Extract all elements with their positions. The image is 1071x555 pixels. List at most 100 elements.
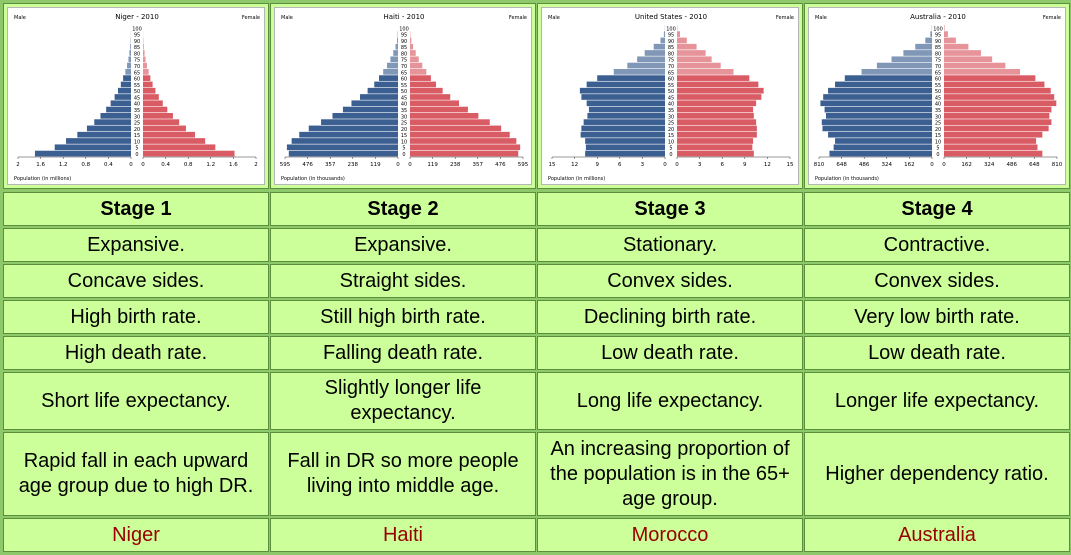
bar-female (677, 100, 757, 107)
bar-female (677, 37, 687, 44)
age-label: 70 (935, 64, 941, 70)
note-text: An increasing proportion of the populati… (537, 432, 803, 516)
sides-text: Concave sides. (3, 264, 269, 298)
bar-female (410, 62, 423, 69)
bar-male (653, 43, 665, 50)
bar-male (823, 94, 932, 100)
bar-male (94, 119, 131, 125)
bar-female (677, 56, 712, 63)
bar-female (410, 100, 459, 107)
death-rate-text: Falling death rate. (270, 336, 536, 370)
tick-label: 810 (1052, 162, 1063, 168)
tick-label: 12 (764, 162, 771, 168)
bar-female (944, 69, 1021, 75)
age-label: 25 (134, 121, 140, 127)
tick-label: 2 (254, 162, 258, 168)
stage-title: Stage 4 (804, 192, 1070, 226)
bar-male (100, 113, 131, 119)
age-label: 50 (935, 89, 941, 95)
bar-female (410, 56, 419, 63)
bar-male (925, 37, 932, 44)
age-label: 45 (935, 95, 941, 101)
bar-female (143, 119, 180, 125)
bar-male (644, 50, 665, 56)
bar-female (944, 144, 1038, 151)
birth-rate-text: High birth rate. (3, 300, 269, 334)
bar-female (944, 119, 1052, 125)
bar-female (410, 81, 437, 88)
female-label: Female (242, 15, 260, 21)
bar-male (397, 37, 398, 44)
tick-label: 357 (473, 162, 484, 168)
age-label: 0 (402, 152, 405, 158)
age-label: 80 (935, 51, 941, 57)
bar-female (410, 144, 521, 151)
shape-text: Stationary. (537, 228, 803, 262)
chart-cell-3: United States - 2010 Male Female 0 5 10 15 20 25… (537, 3, 803, 189)
bar-female (944, 138, 1037, 144)
age-label: 20 (401, 127, 407, 133)
age-label: 45 (401, 95, 407, 101)
age-label: 90 (401, 39, 407, 45)
bar-male (587, 113, 665, 119)
age-label: 50 (401, 89, 407, 95)
chart-title: Haiti - 2010 (384, 13, 425, 21)
age-label: 30 (134, 114, 140, 120)
tick-label: 12 (571, 162, 578, 168)
bar-female (410, 37, 412, 44)
bar-female (677, 144, 753, 151)
x-axis-label: Population (in thousands) (281, 176, 345, 182)
life-expectancy-text: Slightly longer life expectancy. (270, 372, 536, 430)
bar-female (410, 125, 502, 132)
age-label: 75 (935, 58, 941, 64)
tick-label: 0.8 (81, 162, 90, 168)
bar-male (585, 144, 665, 151)
bar-male (308, 125, 398, 132)
note-text: Higher dependency ratio. (804, 432, 1070, 516)
bar-male (579, 87, 665, 94)
bar-female (944, 37, 956, 44)
bar-female (410, 94, 451, 100)
bar-female (944, 100, 1057, 107)
female-label: Female (1043, 15, 1061, 21)
age-label: 35 (134, 108, 140, 114)
age-label: 15 (935, 133, 941, 139)
birth-rate-text: Very low birth rate. (804, 300, 1070, 334)
age-label: 20 (134, 127, 140, 133)
tick-label: 0.4 (161, 162, 170, 168)
stage-title: Stage 1 (3, 192, 269, 226)
bar-female (410, 75, 431, 81)
life-expectancy-text: Longer life expectancy. (804, 372, 1070, 430)
age-label: 25 (668, 121, 674, 127)
age-label: 65 (134, 70, 140, 76)
bar-female (944, 62, 1006, 69)
age-label: 15 (134, 133, 140, 139)
tick-label: 162 (904, 162, 915, 168)
age-label: 90 (935, 39, 941, 45)
bar-female (143, 131, 195, 138)
bar-female (410, 43, 414, 50)
bar-female (143, 106, 168, 113)
age-label: 5 (135, 146, 138, 152)
bar-male (34, 150, 132, 157)
age-label: 40 (668, 102, 674, 108)
bar-female (143, 144, 216, 151)
age-label: 60 (401, 77, 407, 83)
bar-male (379, 75, 398, 81)
tick-label: 6 (618, 162, 622, 168)
bar-female (410, 50, 416, 56)
bar-female (944, 75, 1036, 81)
tick-label: 6 (720, 162, 724, 168)
bar-female (143, 50, 145, 56)
age-label: 30 (401, 114, 407, 120)
bar-male (597, 75, 665, 81)
age-label: 65 (935, 70, 941, 76)
death-rate-text: Low death rate. (537, 336, 803, 370)
tick-label: 1.6 (229, 162, 238, 168)
bar-female (944, 106, 1052, 113)
bar-female (143, 56, 146, 63)
country-label: Australia (804, 518, 1070, 552)
bar-male (581, 125, 665, 132)
male-label: Male (548, 15, 560, 21)
